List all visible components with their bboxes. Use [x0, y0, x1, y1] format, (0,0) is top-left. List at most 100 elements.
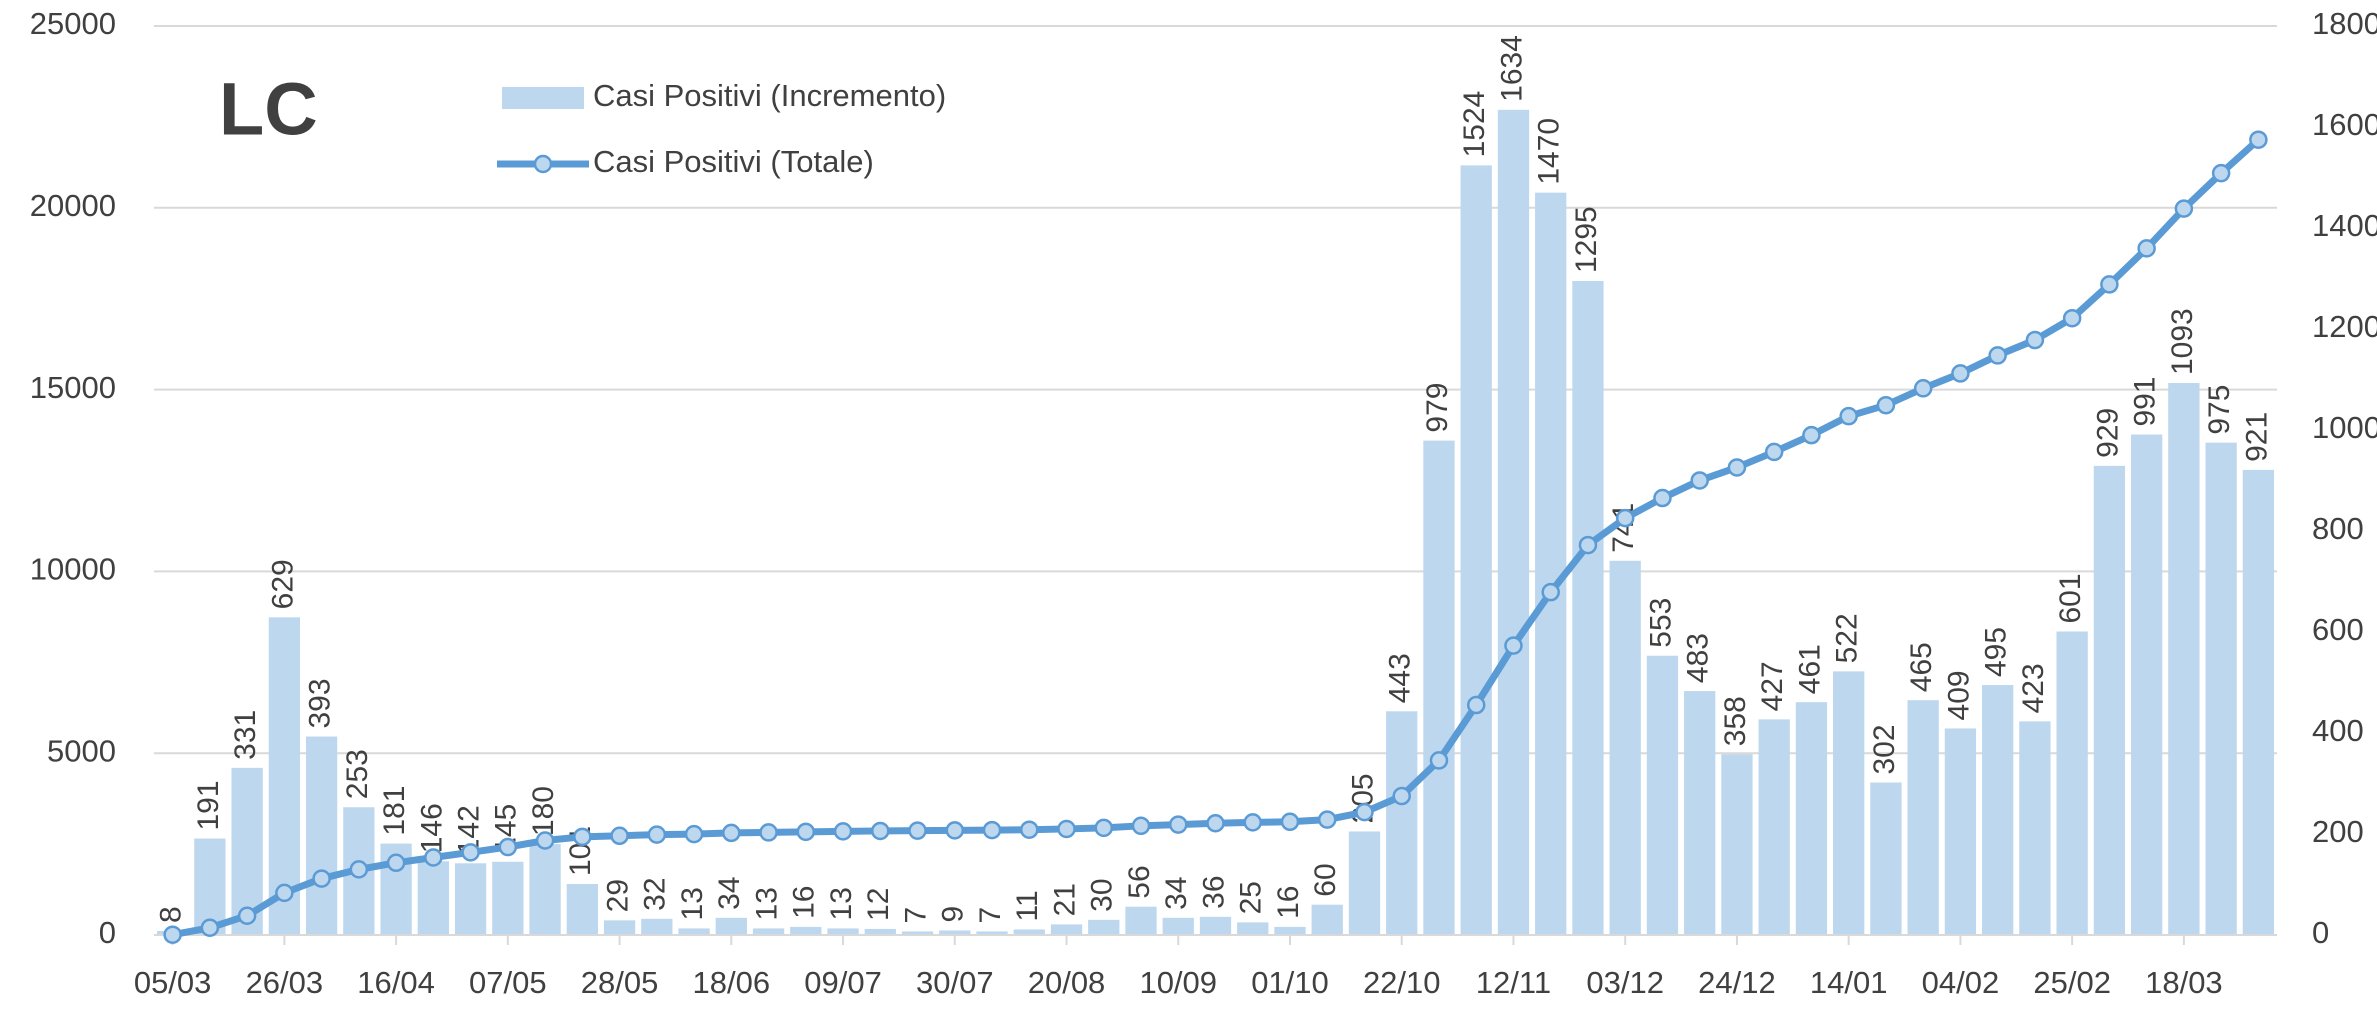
data-label: 253: [341, 749, 374, 799]
data-label: 29: [601, 879, 634, 912]
line-marker: [1131, 816, 1151, 836]
x-tick-label: 22/10: [1363, 965, 1441, 1000]
x-tick-label: 20/08: [1028, 965, 1106, 1000]
line-marker: [2249, 130, 2268, 149]
bar: [827, 928, 859, 935]
x-tick-label: 07/05: [469, 965, 547, 1000]
line-marker: [1541, 582, 1560, 602]
line-marker: [1578, 535, 1598, 555]
bar: [864, 928, 896, 935]
data-label: 34: [713, 876, 746, 909]
bar: [529, 844, 561, 935]
data-label: 8: [155, 906, 188, 923]
x-tick-label: 12/11: [1476, 965, 1551, 1000]
line-marker: [1392, 786, 1411, 806]
x-tick-label: 28/05: [581, 965, 659, 1000]
bar: [1944, 728, 1977, 935]
data-label: 443: [1384, 653, 1417, 703]
line-marker: [1876, 395, 1896, 415]
line-marker: [1206, 814, 1225, 833]
bar: [976, 931, 1008, 935]
chart-title: LC: [219, 68, 318, 151]
x-tick-label: 04/02: [1922, 965, 2000, 1000]
bar: [1795, 702, 1828, 935]
data-label: 13: [750, 887, 783, 920]
bar: [1758, 719, 1790, 935]
bar: [678, 928, 710, 935]
bar: [1833, 671, 1865, 935]
data-label: 465: [1905, 642, 1938, 692]
bar: [1535, 192, 1567, 935]
bar: [1721, 754, 1753, 935]
y2-tick-label: 800: [2312, 511, 2364, 546]
data-label: 1524: [1458, 91, 1491, 158]
line-marker: [1727, 458, 1747, 477]
bar: [305, 736, 338, 935]
data-label: 180: [527, 786, 560, 836]
bar: [1386, 711, 1418, 935]
bar: [2056, 631, 2088, 935]
line-marker: [1653, 488, 1672, 508]
line-marker: [1764, 442, 1784, 462]
bar: [641, 918, 673, 935]
line-marker: [424, 848, 443, 867]
bar: [2093, 465, 2126, 935]
data-label: 16: [788, 886, 821, 919]
data-label: 1093: [2166, 308, 2199, 375]
y-tick-label: 15000: [30, 370, 116, 405]
y2-tick-label: 1400: [2312, 208, 2377, 243]
data-label: 32: [639, 877, 672, 910]
bar: [1684, 691, 1716, 935]
line-marker: [2174, 199, 2194, 218]
data-label: 11: [1011, 890, 1044, 921]
x-tick-label: 05/03: [134, 965, 212, 1000]
bar: [1199, 916, 1232, 935]
line-marker: [796, 822, 816, 842]
data-label: 1295: [1570, 206, 1603, 273]
bar: [1497, 109, 1530, 935]
line-marker: [982, 820, 1002, 840]
bar: [454, 863, 487, 935]
data-label: 25: [1235, 881, 1268, 914]
line-marker: [1317, 810, 1337, 829]
data-label: 302: [1868, 724, 1901, 774]
data-label: 461: [1793, 644, 1826, 694]
data-label: 30: [1086, 878, 1119, 911]
bar: [1646, 655, 1679, 935]
bar: [417, 861, 449, 935]
data-label: 146: [415, 803, 448, 853]
line-marker: [1951, 364, 1970, 383]
line-marker: [2025, 330, 2045, 350]
data-label: 601: [2054, 573, 2087, 623]
line-marker: [498, 837, 518, 857]
data-label: 991: [2129, 376, 2162, 426]
bar: [1423, 440, 1455, 935]
data-label: 409: [1942, 670, 1975, 720]
data-label: 929: [2091, 408, 2124, 458]
bar: [2168, 383, 2200, 935]
data-label: 358: [1719, 696, 1752, 746]
line-marker: [1913, 379, 1933, 398]
line-marker: [833, 822, 853, 841]
bar: [492, 861, 524, 935]
bar: [1088, 919, 1120, 935]
line-marker: [1802, 425, 1821, 445]
line-marker: [1504, 636, 1523, 655]
line-marker: [684, 824, 704, 844]
line-marker: [312, 869, 331, 888]
data-label: 522: [1831, 613, 1864, 663]
bar: [1125, 906, 1157, 935]
data-label: 427: [1756, 661, 1789, 711]
x-tick-label: 30/07: [916, 965, 994, 1000]
line-marker: [722, 823, 741, 843]
line-marker: [1466, 695, 1486, 715]
legend-label: Casi Positivi (Totale): [593, 144, 874, 179]
x-tick-label: 16/04: [357, 965, 435, 1000]
data-label: 1634: [1495, 35, 1528, 102]
y2-tick-label: 400: [2312, 713, 2364, 748]
y-tick-label: 20000: [30, 188, 116, 223]
y2-tick-label: 1200: [2312, 309, 2377, 344]
y2-tick-label: 200: [2312, 814, 2364, 849]
data-label: 16: [1272, 886, 1305, 919]
line-marker: [1988, 346, 2007, 365]
